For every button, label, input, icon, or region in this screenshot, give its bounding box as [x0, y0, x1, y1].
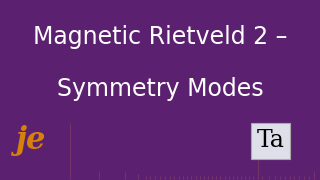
Text: je: je — [15, 125, 45, 156]
Text: Symmetry Modes: Symmetry Modes — [57, 77, 263, 101]
Bar — [251, 123, 290, 159]
Text: Ta: Ta — [256, 129, 284, 152]
Text: Magnetic Rietveld 2 –: Magnetic Rietveld 2 – — [33, 25, 287, 49]
